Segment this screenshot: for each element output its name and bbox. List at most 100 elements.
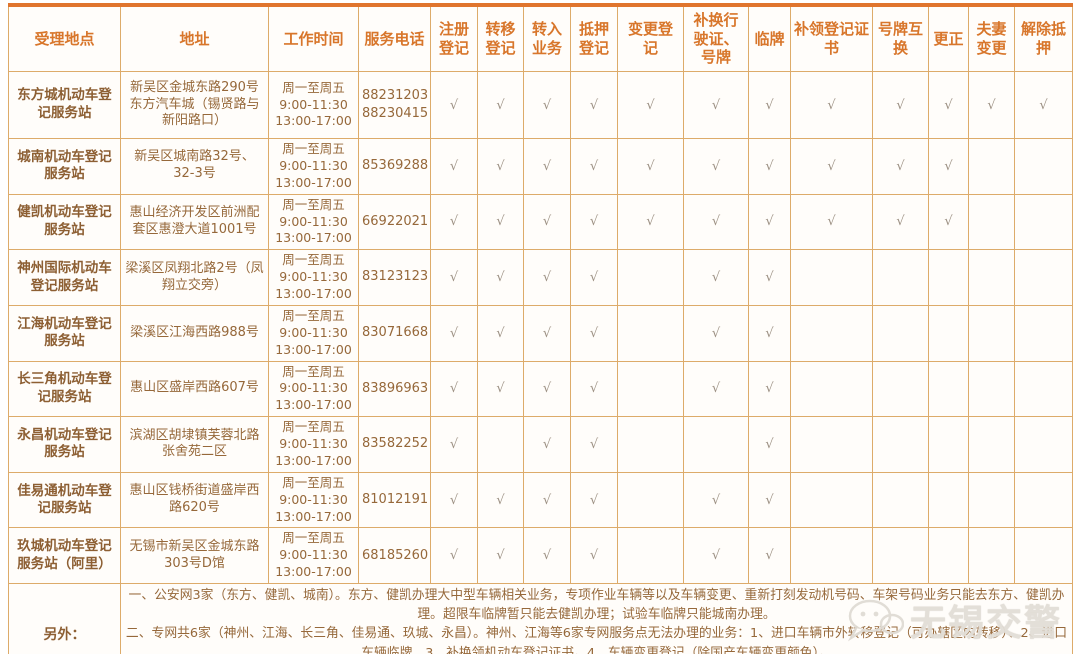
service-check-cell-9	[928, 416, 969, 473]
service-check-cell-5: √	[683, 249, 749, 306]
phone-cell: 83582252	[358, 416, 431, 473]
service-check-cell-2: √	[523, 193, 571, 251]
service-check-cell-7: √	[790, 193, 873, 251]
phone-cell: 83071668	[358, 304, 431, 362]
service-check-cell-1: √	[477, 249, 524, 306]
column-header-12: 号牌互换	[872, 4, 929, 72]
service-check-cell-8: √	[872, 71, 929, 139]
service-check-cell-9: √	[928, 193, 969, 251]
service-check-cell-4	[617, 471, 684, 529]
service-check-cell-11	[1014, 249, 1073, 306]
service-check-cell-4	[617, 249, 684, 306]
service-check-cell-9: √	[928, 138, 969, 195]
service-check-cell-1: √	[477, 360, 524, 418]
service-check-cell-0: √	[430, 138, 478, 195]
service-check-cell-6: √	[748, 71, 791, 139]
service-check-cell-8	[872, 416, 929, 473]
service-check-cell-9	[928, 471, 969, 529]
service-check-cell-9: √	[928, 71, 969, 139]
station-row: 永昌机动车登记服务站 滨湖区胡埭镇芙蓉北路张舍苑二区 周一至周五 9:00-11:3…	[8, 416, 1073, 473]
service-check-cell-7: √	[790, 138, 873, 195]
address-cell: 惠山区盛岸西路607号	[120, 360, 269, 418]
registration-stations-table: 受理地点 地址 工作时间 服务电话 注册登记 转移登记 转入业务 抵押登记 变更登记 补换行驶证、…	[8, 3, 1073, 654]
station-row: 玖城机动车登记服务站（阿里） 无锡市新吴区金城东路303号D馆 周一至周五 9:00…	[8, 527, 1073, 584]
service-check-cell-9	[928, 527, 969, 584]
station-name-cell: 东方城机动车登记服务站	[8, 71, 121, 139]
service-check-cell-10	[968, 416, 1015, 473]
station-name-cell: 江海机动车登记服务站	[8, 304, 121, 362]
column-header-14: 夫妻变更	[968, 4, 1015, 72]
service-check-cell-8: √	[872, 138, 929, 195]
service-check-cell-5: √	[683, 304, 749, 362]
column-header-11: 补领登记证书	[790, 4, 873, 72]
phone-cell: 83896963	[358, 360, 431, 418]
service-check-cell-6: √	[748, 193, 791, 251]
service-check-cell-2: √	[523, 249, 571, 306]
station-row: 东方城机动车登记服务站 新吴区金城东路290号东方汽车城（锡贤路与新阳路口） 周一至…	[8, 71, 1073, 139]
hours-cell: 周一至周五 9:00-11:30 13:00-17:00	[268, 249, 359, 306]
service-check-cell-4	[617, 360, 684, 418]
service-check-cell-3: √	[570, 471, 618, 529]
service-check-cell-0: √	[430, 304, 478, 362]
address-cell: 惠山经济开发区前洲配套区惠澄大道1001号	[120, 193, 269, 251]
notes-label-cell: 另外：	[8, 582, 121, 654]
address-cell: 新吴区城南路32号、32-3号	[120, 138, 269, 195]
station-name-cell: 城南机动车登记服务站	[8, 138, 121, 195]
station-row: 长三角机动车登记服务站 惠山区盛岸西路607号 周一至周五 9:00-11:30 1…	[8, 360, 1073, 418]
phone-cell: 81012191	[358, 471, 431, 529]
service-check-cell-4: √	[617, 193, 684, 251]
hours-cell: 周一至周五 9:00-11:30 13:00-17:00	[268, 193, 359, 251]
service-check-cell-0: √	[430, 71, 478, 139]
phone-cell: 66922021	[358, 193, 431, 251]
service-check-cell-0: √	[430, 249, 478, 306]
service-check-cell-1: √	[477, 71, 524, 139]
hours-cell: 周一至周五 9:00-11:30 13:00-17:00	[268, 471, 359, 529]
service-check-cell-8	[872, 527, 929, 584]
service-check-cell-1: √	[477, 471, 524, 529]
note-line-0: 一、公安网3家（东方、健凯、城南）。东方、健凯办理大中型车辆相关业务，专项作业车…	[128, 588, 1065, 623]
service-check-cell-0: √	[430, 193, 478, 251]
column-header-13: 更正	[928, 4, 969, 72]
address-cell: 梁溪区凤翔北路2号（凤翔立交旁）	[120, 249, 269, 306]
service-check-cell-4: √	[617, 138, 684, 195]
station-row: 佳易通机动车登记服务站 惠山区钱桥街道盛岸西路620号 周一至周五 9:00-11:…	[8, 471, 1073, 529]
service-check-cell-8	[872, 249, 929, 306]
service-check-cell-2: √	[523, 360, 571, 418]
service-check-cell-3: √	[570, 249, 618, 306]
service-check-cell-7	[790, 249, 873, 306]
hours-cell: 周一至周五 9:00-11:30 13:00-17:00	[268, 71, 359, 139]
service-check-cell-3: √	[570, 304, 618, 362]
table-body: 东方城机动车登记服务站 新吴区金城东路290号东方汽车城（锡贤路与新阳路口） 周一至…	[8, 71, 1073, 654]
hours-cell: 周一至周五 9:00-11:30 13:00-17:00	[268, 138, 359, 195]
column-header-6: 转入业务	[523, 4, 571, 72]
hours-cell: 周一至周五 9:00-11:30 13:00-17:00	[268, 416, 359, 473]
service-check-cell-5: √	[683, 193, 749, 251]
phone-cell: 88231203 88230415	[358, 71, 431, 139]
service-check-cell-11	[1014, 360, 1073, 418]
notes-row: 另外： 一、公安网3家（东方、健凯、城南）。东方、健凯办理大中型车辆相关业务，专项…	[8, 582, 1073, 654]
service-check-cell-0: √	[430, 471, 478, 529]
service-check-cell-7	[790, 471, 873, 529]
service-check-cell-8	[872, 360, 929, 418]
service-check-cell-11	[1014, 471, 1073, 529]
service-check-cell-2: √	[523, 138, 571, 195]
station-name-cell: 长三角机动车登记服务站	[8, 360, 121, 418]
address-cell: 梁溪区江海西路988号	[120, 304, 269, 362]
service-check-cell-0: √	[430, 416, 478, 473]
column-header-8: 变更登记	[617, 4, 684, 72]
service-check-cell-5: √	[683, 138, 749, 195]
service-check-cell-10	[968, 138, 1015, 195]
service-check-cell-2: √	[523, 527, 571, 584]
service-check-cell-6: √	[748, 416, 791, 473]
service-check-cell-10	[968, 304, 1015, 362]
column-header-7: 抵押登记	[570, 4, 618, 72]
phone-cell: 85369288	[358, 138, 431, 195]
service-check-cell-7: √	[790, 71, 873, 139]
service-check-cell-11	[1014, 138, 1073, 195]
service-check-cell-2: √	[523, 71, 571, 139]
service-check-cell-1: √	[477, 138, 524, 195]
service-check-cell-8	[872, 471, 929, 529]
service-check-cell-1	[477, 416, 524, 473]
hours-cell: 周一至周五 9:00-11:30 13:00-17:00	[268, 360, 359, 418]
column-header-1: 地址	[120, 4, 269, 72]
